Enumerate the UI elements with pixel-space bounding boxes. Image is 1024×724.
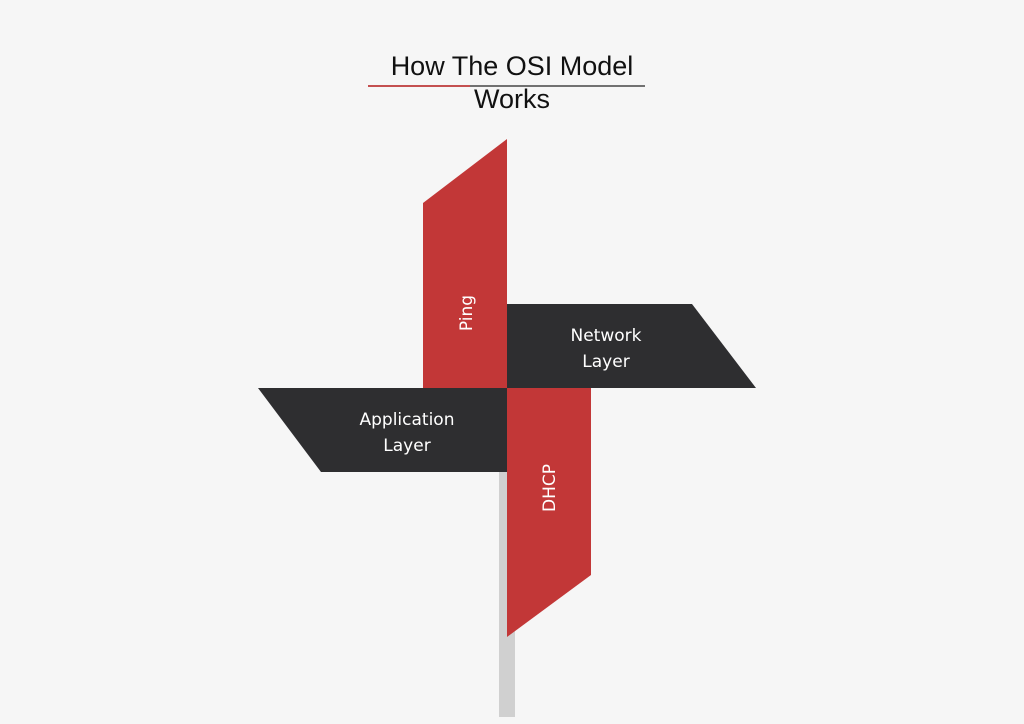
blade-top-label: Ping xyxy=(457,295,477,331)
blade-top xyxy=(423,139,507,388)
blade-left-label-line1: Application xyxy=(360,410,455,430)
blade-right xyxy=(507,304,756,388)
title-line-2: Works xyxy=(473,84,550,114)
blade-left xyxy=(258,388,507,472)
blade-left-label-line2: Layer xyxy=(383,436,430,456)
diagram-title: How The OSI Model Works xyxy=(0,50,1024,116)
blade-bottom xyxy=(507,388,591,637)
blade-right-label-line2: Layer xyxy=(582,352,629,372)
blade-bottom-label: DHCP xyxy=(540,464,560,512)
blade-right-label-line1: Network xyxy=(571,326,642,346)
title-line-1: How The OSI Model xyxy=(390,51,634,81)
